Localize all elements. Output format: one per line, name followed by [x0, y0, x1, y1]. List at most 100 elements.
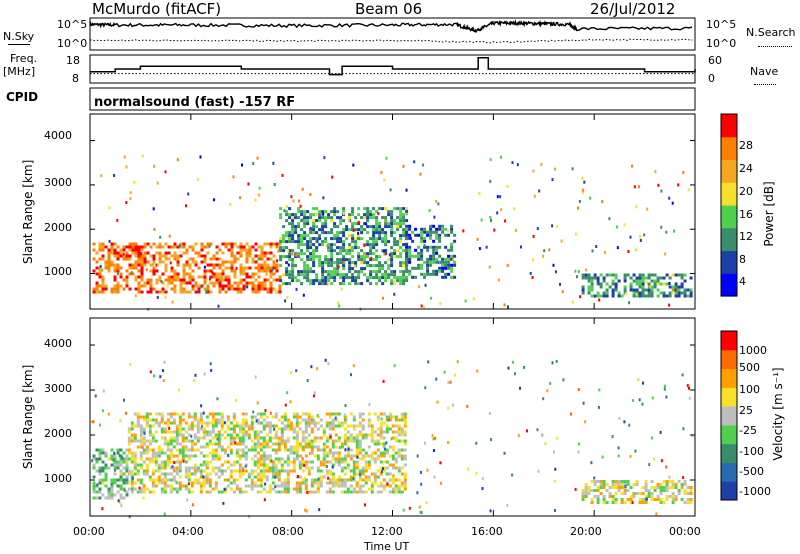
power-speck	[496, 195, 499, 199]
velocity-cell	[620, 480, 624, 483]
power-cell	[312, 228, 316, 232]
velocity-cell	[313, 478, 317, 482]
velocity-speck	[200, 424, 203, 428]
power-cell	[399, 216, 403, 220]
velocity-speck	[101, 507, 104, 511]
power-speck	[145, 268, 148, 272]
power-cell	[137, 245, 141, 249]
power-cell	[393, 252, 397, 256]
velocity-cell	[307, 412, 311, 416]
power-cell	[306, 267, 310, 271]
power-cell	[306, 264, 310, 268]
velocity-cell	[187, 415, 191, 419]
velocity-cell	[349, 448, 353, 452]
power-cell	[435, 245, 439, 249]
power-speck	[265, 272, 268, 276]
power-cell	[638, 273, 642, 277]
power-speck	[241, 163, 243, 167]
power-cell	[242, 266, 246, 270]
velocity-cell	[665, 480, 669, 483]
power-cell	[155, 281, 159, 285]
power-speck	[295, 287, 298, 291]
velocity-cell	[262, 439, 266, 443]
power-cell	[218, 272, 222, 276]
velocity-cell	[331, 463, 335, 467]
velocity-cell	[241, 451, 245, 455]
power-cell	[420, 248, 424, 252]
power-speck	[258, 186, 261, 190]
velocity-cell	[268, 427, 272, 431]
power-speck	[633, 185, 636, 189]
velocity-cell	[122, 466, 126, 470]
power-cell	[396, 276, 400, 280]
velocity-speck	[490, 438, 492, 442]
power-cell	[348, 213, 352, 217]
velocity-cell	[116, 466, 120, 470]
power-cell	[450, 254, 454, 258]
velocity-cell	[148, 418, 152, 422]
power-cell	[581, 276, 585, 280]
power-cell	[279, 216, 283, 220]
power-cell	[107, 257, 111, 261]
power-cell	[200, 275, 204, 279]
power-speck	[141, 154, 144, 158]
power-cell	[110, 263, 114, 267]
velocity-cell	[334, 439, 338, 443]
power-cell	[333, 267, 337, 271]
velocity-cell	[361, 454, 365, 458]
velocity-cell	[343, 466, 347, 470]
power-cell	[348, 243, 352, 247]
velocity-cell	[635, 480, 639, 483]
power-cell	[282, 237, 286, 241]
velocity-cell	[397, 451, 401, 455]
velocity-cell	[145, 412, 149, 416]
velocity-cell	[232, 436, 236, 440]
velocity-cell	[599, 480, 603, 483]
power-cell	[623, 288, 627, 292]
velocity-cell	[199, 463, 203, 467]
velocity-cell	[104, 454, 108, 458]
power-cell	[306, 255, 310, 259]
velocity-cell	[343, 442, 347, 446]
velocity-cell	[325, 421, 329, 425]
power-cell	[668, 294, 672, 298]
velocity-cell	[370, 490, 374, 494]
power-cell	[272, 266, 276, 270]
power-cell	[155, 278, 159, 282]
velocity-cell	[400, 430, 404, 434]
velocity-cell	[136, 478, 140, 482]
power-cell	[360, 282, 364, 286]
velocity-cell	[382, 442, 386, 446]
velocity-cell	[367, 487, 371, 491]
velocity-cell	[148, 424, 152, 428]
power-cell	[402, 228, 406, 232]
velocity-cell	[355, 490, 359, 494]
power-cell	[366, 219, 370, 223]
velocity-speck	[364, 503, 366, 507]
power-cell	[260, 287, 264, 291]
velocity-cell	[283, 439, 287, 443]
power-cell	[390, 279, 394, 283]
velocity-cell	[403, 439, 407, 443]
power-cell	[300, 240, 304, 244]
velocity-cell	[343, 415, 347, 419]
power-cell	[294, 225, 298, 229]
velocity-cell	[166, 484, 170, 488]
power-cell	[197, 287, 201, 291]
power-cell	[396, 225, 400, 229]
velocity-cell	[154, 469, 158, 473]
power-cell	[315, 255, 319, 259]
power-cell	[312, 252, 316, 256]
velocity-colorbar-swatch	[721, 368, 737, 388]
velocity-cell	[322, 463, 326, 467]
velocity-cell	[370, 439, 374, 443]
velocity-cell	[205, 424, 209, 428]
power-cell	[653, 285, 657, 289]
power-cell	[429, 245, 433, 249]
velocity-cell	[166, 439, 170, 443]
power-speck	[271, 268, 274, 272]
velocity-cell	[223, 469, 227, 473]
power-speck	[516, 163, 519, 167]
velocity-cell	[92, 457, 96, 461]
velocity-cell	[265, 469, 269, 473]
